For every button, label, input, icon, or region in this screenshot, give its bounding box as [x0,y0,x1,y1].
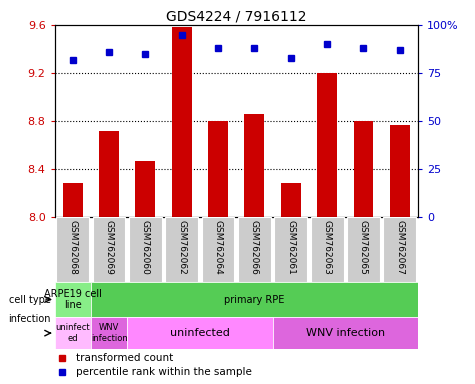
Bar [91,317,127,349]
Bar [127,317,273,349]
Text: GSM762067: GSM762067 [395,220,404,275]
Text: WNV infection: WNV infection [306,328,385,338]
Title: GDS4224 / 7916112: GDS4224 / 7916112 [166,10,306,24]
Text: GSM762061: GSM762061 [286,220,295,275]
Text: GSM762065: GSM762065 [359,220,368,275]
Bar [347,217,380,282]
Text: WNV
infection: WNV infection [91,323,127,343]
Bar [281,184,301,217]
Bar [390,124,410,217]
Text: GSM762060: GSM762060 [141,220,150,275]
Bar [55,282,91,317]
Bar [208,121,228,217]
Bar [129,217,162,282]
Text: GSM762069: GSM762069 [104,220,114,275]
Bar [63,184,83,217]
Text: primary RPE: primary RPE [224,295,285,305]
Bar [93,217,125,282]
Bar [99,131,119,217]
Bar [383,217,416,282]
Text: percentile rank within the sample: percentile rank within the sample [76,367,252,377]
Bar [135,161,155,217]
Text: cell type: cell type [9,295,50,305]
Bar [172,27,192,217]
Bar [57,217,89,282]
Text: GSM762066: GSM762066 [250,220,259,275]
Text: uninfected: uninfected [170,328,230,338]
Bar [165,217,198,282]
Bar [317,73,337,217]
Text: GSM762063: GSM762063 [323,220,332,275]
Text: uninfect
ed: uninfect ed [56,323,90,343]
Text: ARPE19 cell
line: ARPE19 cell line [44,289,102,310]
Bar [353,121,373,217]
Text: GSM762062: GSM762062 [177,220,186,275]
Bar [238,217,271,282]
Text: GSM762064: GSM762064 [214,220,223,275]
Bar [202,217,235,282]
Bar [311,217,343,282]
Bar [55,317,91,349]
Bar [245,114,265,217]
Bar [273,317,418,349]
Text: GSM762068: GSM762068 [68,220,77,275]
Text: infection: infection [9,314,51,324]
Text: transformed count: transformed count [76,353,174,363]
Bar [275,217,307,282]
